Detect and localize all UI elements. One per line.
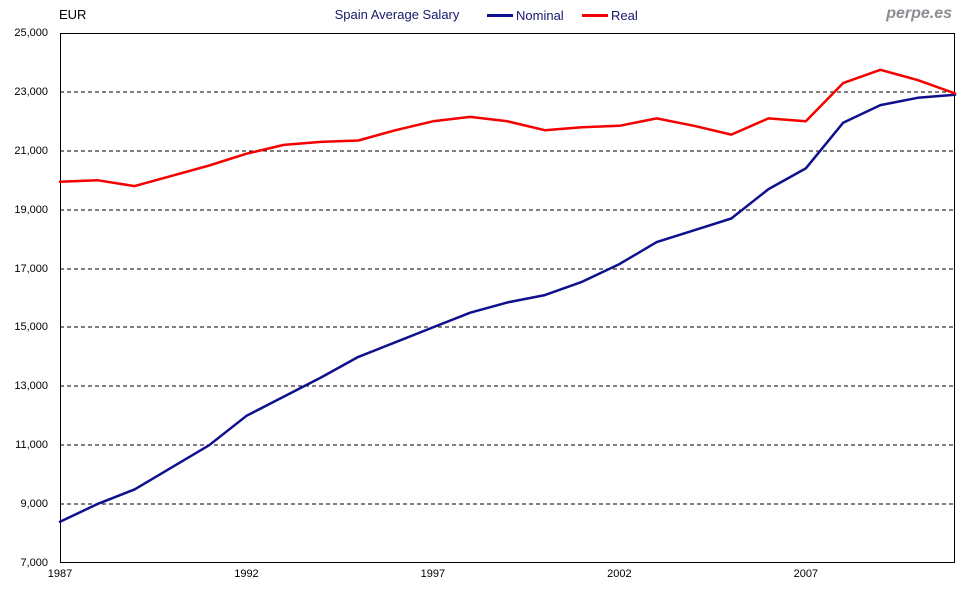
chart-title: Spain Average Salary	[334, 7, 460, 22]
y-tick-label: 21,000	[14, 144, 48, 157]
y-tick-label: 19,000	[14, 203, 48, 216]
y-tick-label: 17,000	[14, 262, 48, 275]
plot-border	[60, 33, 955, 563]
y-tick-label: 25,000	[14, 27, 48, 39]
legend-label-real: Real	[611, 7, 638, 23]
x-tick-label: 1987	[47, 568, 73, 580]
x-tick-label: 2002	[607, 568, 632, 580]
y-tick-label: 13,000	[14, 380, 48, 393]
legend-label-nominal: Nominal	[516, 7, 564, 23]
x-tick-label: 1997	[420, 568, 446, 580]
y-tick-label: 15,000	[14, 321, 48, 334]
x-tick-label: 2007	[793, 568, 819, 580]
watermark-perpe-es: perpe.es	[886, 5, 952, 22]
x-tick-label: 1992	[234, 568, 259, 580]
y-tick-label: 7,000	[20, 557, 48, 569]
chart-plot-area	[58, 33, 957, 563]
nominal-line-swatch-icon	[487, 13, 513, 17]
y-tick-label: 9,000	[20, 498, 48, 511]
y-tick-label: 23,000	[14, 85, 48, 98]
series-line-real	[58, 68, 957, 188]
series-line-nominal	[58, 93, 957, 524]
y-axis-unit-label: EUR	[59, 7, 87, 22]
legend-item-real: Real	[582, 7, 638, 23]
legend-item-nominal: Nominal	[487, 7, 564, 23]
y-tick-label: 11,000	[15, 439, 48, 452]
real-line-swatch-icon	[582, 13, 608, 17]
